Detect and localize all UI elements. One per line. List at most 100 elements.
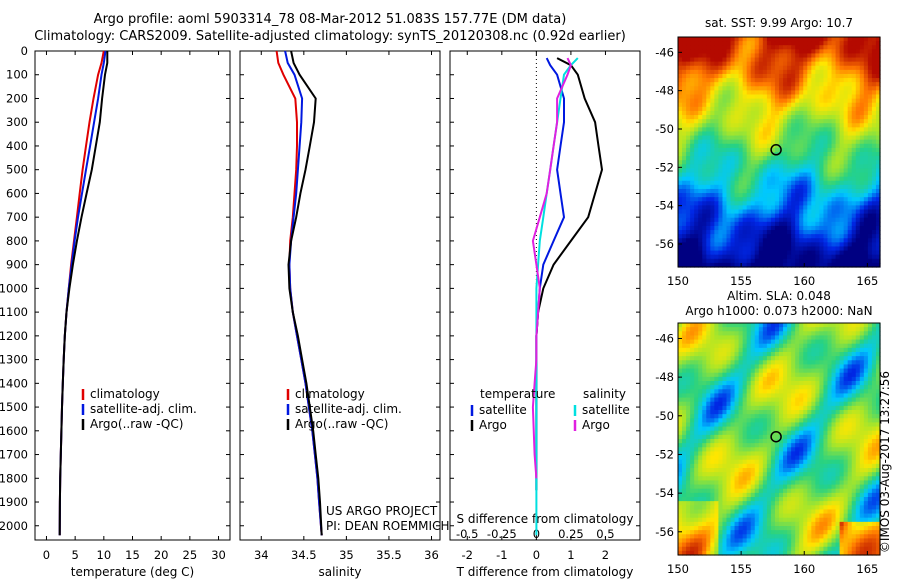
map-cell — [843, 352, 849, 357]
map-cell — [807, 335, 812, 341]
map-cell — [682, 372, 687, 378]
map-cell — [714, 176, 719, 182]
map-cell — [863, 372, 869, 378]
map-cell — [811, 364, 816, 370]
map-cell — [855, 127, 861, 133]
map-cell — [726, 364, 732, 370]
map-cell — [839, 65, 845, 71]
map-cell — [746, 65, 752, 71]
map-cell — [726, 372, 732, 378]
map-cell — [710, 78, 715, 83]
map-cell — [855, 401, 861, 407]
map-cell — [742, 430, 748, 436]
map-cell — [783, 447, 788, 453]
map-cell — [855, 73, 861, 79]
map-cell — [730, 352, 736, 357]
map-cell — [807, 188, 812, 194]
map-cell — [787, 156, 792, 161]
map-cell — [835, 102, 841, 108]
map-cell — [746, 430, 752, 436]
map-cell — [714, 343, 719, 349]
map-cell — [714, 476, 719, 482]
map-cell — [734, 385, 740, 390]
map-cell — [807, 49, 812, 55]
map-cell — [859, 397, 865, 403]
map-cell — [746, 86, 752, 91]
map-cell — [839, 246, 845, 252]
map-cell — [835, 430, 841, 436]
map-cell — [819, 225, 825, 231]
map-cell — [730, 368, 736, 374]
map-cell — [706, 238, 711, 243]
map-cell — [698, 102, 703, 108]
map-cell — [774, 410, 780, 415]
map-cell — [750, 180, 756, 186]
map-cell — [678, 472, 683, 477]
map-cell — [835, 82, 841, 87]
map-cell — [835, 323, 841, 328]
map-cell — [871, 57, 877, 63]
map-cell — [867, 397, 873, 403]
map-cell — [698, 476, 703, 482]
map-cell — [682, 393, 687, 399]
map-cell — [779, 168, 784, 174]
map-cell — [827, 451, 833, 457]
map-cell — [807, 439, 812, 444]
map-cell — [815, 106, 820, 112]
map-cell — [847, 262, 853, 268]
map-cell — [803, 209, 808, 215]
map-cell — [750, 455, 756, 461]
map-cell — [682, 135, 687, 141]
map-cell — [762, 385, 768, 390]
x-tick-label: 30 — [211, 548, 226, 562]
map-cell — [734, 401, 740, 407]
map-cell — [871, 405, 877, 411]
map-cell — [779, 405, 784, 411]
map-cell — [791, 98, 796, 104]
map-cell — [762, 393, 768, 399]
map-cell — [823, 61, 829, 67]
map-cell — [827, 368, 833, 374]
map-cell — [730, 102, 736, 108]
map-cell — [823, 352, 829, 357]
map-cell — [815, 37, 820, 42]
map-cell — [795, 331, 800, 337]
map-cell — [754, 418, 760, 424]
map-cell — [694, 57, 699, 63]
map-cell — [722, 472, 728, 477]
map-cell — [734, 45, 740, 50]
map-cell — [766, 451, 772, 457]
map-cell — [706, 65, 711, 71]
map-cell — [722, 45, 728, 50]
map-cell — [823, 217, 829, 223]
depth-tick-label: 100 — [6, 68, 28, 82]
map-cell — [766, 152, 772, 157]
map-cell — [783, 90, 788, 96]
map-cell — [815, 230, 820, 235]
map-cell — [678, 238, 683, 243]
map-cell — [787, 53, 792, 59]
map-cell — [718, 147, 724, 153]
map-cell — [690, 188, 695, 194]
map-cell — [787, 360, 792, 366]
map-cell — [722, 135, 728, 141]
map-cell — [779, 78, 784, 83]
map-cell — [803, 323, 808, 328]
map-cell — [799, 476, 804, 482]
map-cell — [783, 385, 788, 390]
map-cell — [742, 381, 748, 386]
map-cell — [766, 434, 772, 440]
map-cell — [742, 156, 748, 161]
map-cell — [807, 238, 812, 243]
map-cell — [774, 463, 780, 469]
map-cell — [750, 242, 756, 248]
map-cell — [774, 434, 780, 440]
map-cell — [766, 242, 772, 248]
map-cell — [754, 176, 760, 182]
map-cell — [686, 110, 691, 116]
map-cell — [726, 205, 732, 211]
map-cell — [774, 230, 780, 235]
map-cell — [863, 422, 869, 428]
map-cell — [807, 230, 812, 235]
map-cell — [851, 184, 857, 190]
